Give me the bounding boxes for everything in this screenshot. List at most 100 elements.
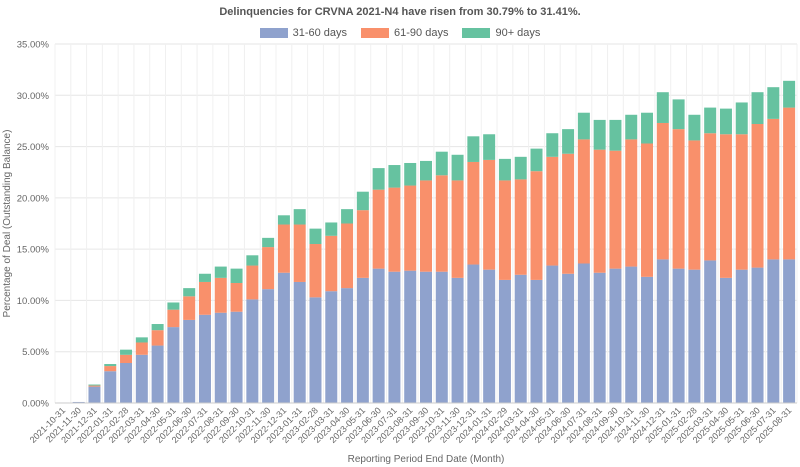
legend-item-90-plus[interactable]: 90+ days [462,27,540,39]
bar-61-90-days-2024-04-30 [530,171,543,280]
bar-90-days-2023-11-30 [451,154,464,181]
y-tick-label: 35.00% [17,40,50,51]
bar-90-days-2023-08-31 [404,162,417,186]
y-tick-label: 30.00% [17,91,50,102]
bar-31-60-days-2024-12-31 [656,259,669,403]
bar-90-days-2023-03-31 [325,222,338,236]
y-tick-label: 25.00% [17,142,50,153]
bar-61-90-days-2023-03-31 [325,235,338,292]
bar-61-90-days-2022-04-30 [151,330,164,346]
bar-61-90-days-2024-03-31 [514,179,527,275]
bar-31-60-days-2024-10-31 [625,266,638,403]
legend-swatch-90-plus [462,28,491,38]
bar-90-days-2022-03-31 [135,337,148,343]
bar-61-90-days-2023-06-30 [372,189,385,269]
bar-31-60-days-2023-11-30 [451,277,464,403]
legend-item-61-90[interactable]: 61-90 days [361,27,448,39]
bar-61-90-days-2024-02-29 [498,180,511,280]
bar-90-days-2024-09-30 [609,119,622,151]
bar-90-days-2024-05-31 [546,133,559,157]
bar-61-90-days-2023-05-31 [356,210,369,278]
bar-90-days-2025-05-31 [735,102,748,135]
bar-90-days-2022-06-30 [183,288,196,297]
legend: 31-60 days 61-90 days 90+ days [0,27,800,39]
bar-61-90-days-2024-08-31 [593,149,606,273]
legend-item-31-60[interactable]: 31-60 days [259,27,348,39]
bar-61-90-days-2023-01-31 [293,224,306,282]
bar-90-days-2021-12-31 [88,384,101,386]
bar-61-90-days-2025-02-28 [688,140,701,270]
bar-61-90-days-2024-10-31 [625,139,638,267]
bar-90-days-2025-01-31 [672,99,685,130]
bar-31-60-days-2024-11-30 [641,276,654,403]
bar-61-90-days-2022-10-31 [246,265,259,300]
bar-61-90-days-2024-12-31 [656,122,669,260]
bar-31-60-days-2024-07-31 [577,263,590,403]
x-axis-title: Reporting Period End Date (Month) [348,454,505,465]
bar-31-60-days-2025-05-31 [735,269,748,403]
bar-90-days-2023-12-31 [467,136,480,162]
bar-61-90-days-2023-11-30 [451,180,464,278]
bar-61-90-days-2025-01-31 [672,129,685,269]
bar-31-60-days-2024-09-30 [609,268,622,403]
bar-31-60-days-2023-12-31 [467,264,480,403]
legend-label-31-60: 31-60 days [292,27,348,39]
y-tick-label: 5.00% [22,347,49,358]
bar-90-days-2022-10-31 [246,255,259,266]
bar-90-days-2023-06-30 [372,168,385,190]
bar-31-60-days-2025-02-28 [688,269,701,403]
bar-61-90-days-2025-08-31 [783,107,796,260]
bar-61-90-days-2022-07-31 [198,281,211,315]
bar-31-60-days-2022-10-31 [246,299,259,403]
bar-31-60-days-2022-02-28 [120,362,133,403]
bar-31-60-days-2024-05-31 [546,265,559,403]
bar-31-60-days-2024-01-31 [483,269,496,403]
y-tick-label: 20.00% [17,193,50,204]
bar-61-90-days-2023-02-28 [309,244,322,298]
bar-90-days-2025-07-31 [767,87,780,119]
bar-90-days-2022-01-31 [104,364,117,367]
bar-90-days-2022-02-28 [120,349,133,355]
bar-31-60-days-2024-04-30 [530,279,543,403]
y-axis-title: Percentage of Deal (Outstanding Balance) [2,130,13,318]
bar-90-days-2022-07-31 [198,273,211,282]
bar-61-90-days-2022-05-31 [167,309,180,328]
bar-31-60-days-2025-06-30 [751,267,764,403]
bar-31-60-days-2023-09-30 [420,271,432,403]
bar-31-60-days-2022-07-31 [198,314,211,403]
bar-31-60-days-2023-01-31 [293,281,306,403]
bar-90-days-2025-03-31 [704,107,717,134]
bar-61-90-days-2023-08-31 [404,185,417,271]
bar-31-60-days-2022-09-30 [230,311,243,403]
bar-61-90-days-2024-11-30 [641,143,654,277]
y-tick-label: 0.00% [22,399,49,410]
bar-61-90-days-2022-06-30 [183,296,196,320]
bar-90-days-2023-02-28 [309,228,322,245]
bar-90-days-2024-12-31 [656,92,669,123]
bar-31-60-days-2022-03-31 [135,354,148,403]
bar-90-days-2022-11-30 [262,237,275,248]
bar-90-days-2022-09-30 [230,268,243,283]
bar-61-90-days-2024-05-31 [546,156,559,266]
bar-90-days-2025-06-30 [751,92,764,125]
bar-31-60-days-2022-11-30 [262,289,275,403]
bar-90-days-2023-09-30 [420,160,432,181]
bar-61-90-days-2025-04-30 [719,134,732,278]
bar-61-90-days-2025-03-31 [704,133,717,261]
bar-90-days-2025-08-31 [783,80,796,108]
bar-61-90-days-2022-09-30 [230,282,243,312]
bar-90-days-2025-02-28 [688,114,701,141]
bar-31-60-days-2022-12-31 [277,272,290,403]
bar-61-90-days-2024-01-31 [483,159,496,270]
bar-90-days-2024-02-29 [498,158,511,181]
bar-90-days-2024-04-30 [530,148,543,172]
bar-61-90-days-2022-01-31 [104,366,117,372]
bar-31-60-days-2025-04-30 [719,277,732,403]
bar-90-days-2024-07-31 [577,112,590,140]
bar-90-days-2024-03-31 [514,156,527,180]
bar-31-60-days-2025-08-31 [783,259,796,403]
bar-31-60-days-2023-04-30 [341,288,354,403]
bar-90-days-2022-04-30 [151,324,164,331]
bar-31-60-days-2025-07-31 [767,259,780,403]
